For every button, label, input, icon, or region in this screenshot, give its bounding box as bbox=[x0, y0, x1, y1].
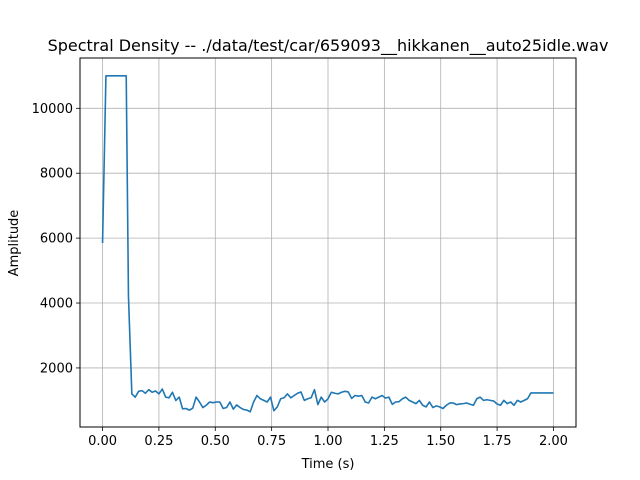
y-tick-label: 10000 bbox=[32, 102, 73, 117]
chart-title: Spectral Density -- ./data/test/car/6590… bbox=[48, 36, 609, 56]
x-tick-label: 0.50 bbox=[201, 434, 230, 449]
y-tick-label: 4000 bbox=[40, 297, 73, 312]
y-tick-label: 6000 bbox=[40, 232, 73, 247]
y-tick-label: 8000 bbox=[40, 167, 73, 182]
x-tick-label: 0.75 bbox=[257, 434, 286, 449]
grid-lines bbox=[80, 58, 576, 427]
series-layer bbox=[101, 75, 554, 413]
x-tick-label: 2.00 bbox=[539, 434, 568, 449]
x-tick-label: 0.00 bbox=[88, 434, 117, 449]
x-tick-label: 1.00 bbox=[314, 434, 343, 449]
x-tick-label: 0.25 bbox=[144, 434, 173, 449]
x-tick-label: 1.50 bbox=[426, 434, 455, 449]
x-tick-label: 1.25 bbox=[370, 434, 399, 449]
y-tick-label: 2000 bbox=[40, 361, 73, 376]
axis-ticks: 0.00 0.25 0.50 0.75 1.00 1.25 1.50 1.75 2.00 2000… bbox=[32, 102, 568, 449]
x-tick-label: 1.75 bbox=[483, 434, 512, 449]
x-axis-label: Time (s) bbox=[301, 457, 355, 472]
amplitude-series-line bbox=[101, 75, 554, 413]
y-axis-label: Amplitude bbox=[7, 210, 22, 277]
